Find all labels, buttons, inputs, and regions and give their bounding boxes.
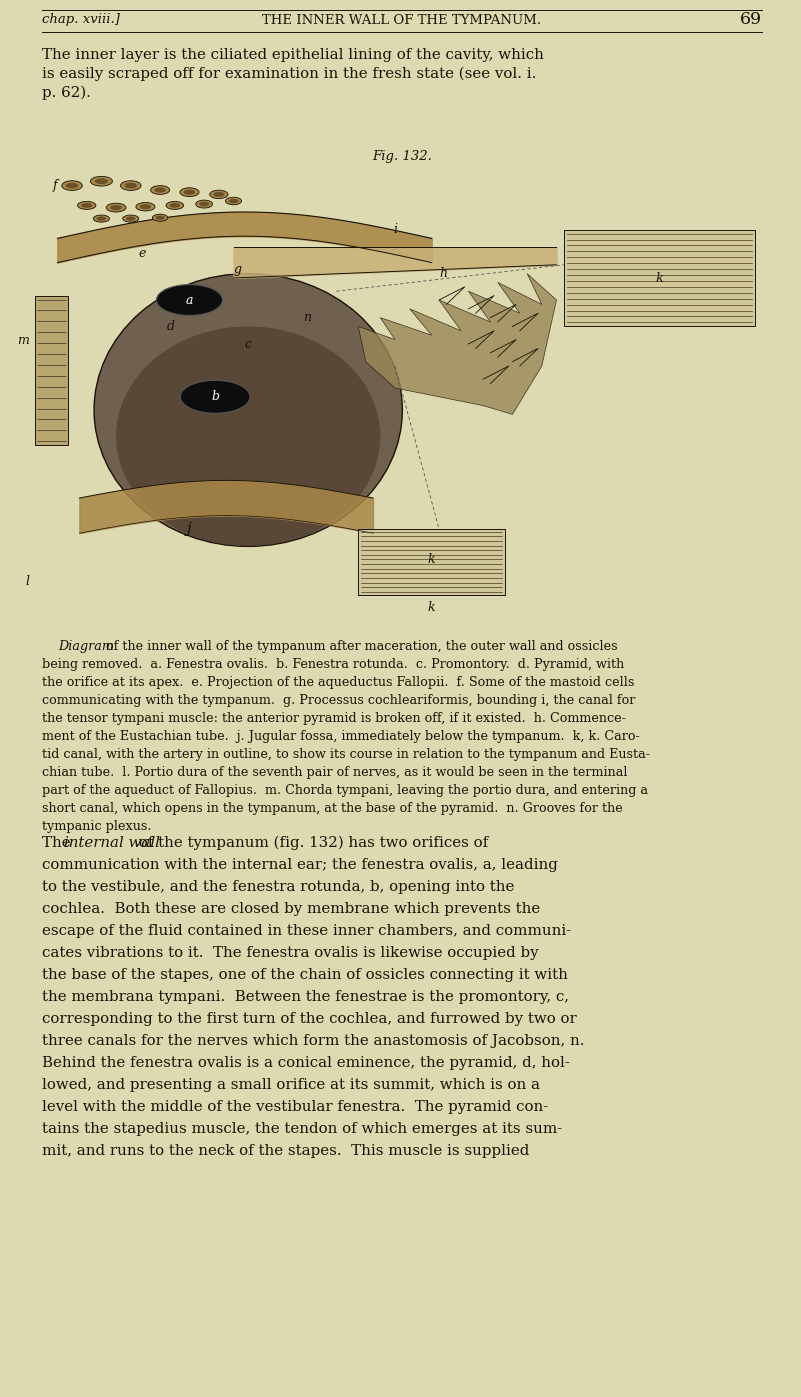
Ellipse shape	[78, 201, 96, 210]
Text: of the tympanum (fig. 132) has two orifices of: of the tympanum (fig. 132) has two orifi…	[134, 835, 489, 851]
Text: k: k	[428, 553, 436, 566]
Text: c: c	[244, 338, 252, 351]
Text: d: d	[167, 320, 175, 332]
Ellipse shape	[94, 274, 402, 546]
Text: chap. xviii.]: chap. xviii.]	[42, 14, 120, 27]
Text: mit, and runs to the neck of the stapes.  This muscle is supplied: mit, and runs to the neck of the stapes.…	[42, 1144, 529, 1158]
Ellipse shape	[97, 217, 107, 221]
Ellipse shape	[107, 203, 126, 212]
Text: n: n	[303, 312, 311, 324]
Text: corresponding to the first turn of the cochlea, and furrowed by two or: corresponding to the first turn of the c…	[42, 1011, 577, 1025]
Ellipse shape	[110, 205, 122, 210]
Polygon shape	[358, 274, 557, 415]
Ellipse shape	[183, 190, 195, 194]
Ellipse shape	[155, 187, 166, 193]
Text: chian tube.  l. Portio dura of the seventh pair of nerves, as it would be seen i: chian tube. l. Portio dura of the sevent…	[42, 766, 627, 780]
Ellipse shape	[136, 203, 155, 211]
Text: is easily scraped off for examination in the fresh state (see vol. i.: is easily scraped off for examination in…	[42, 67, 537, 81]
Text: three canals for the nerves which form the anastomosis of Jacobson, n.: three canals for the nerves which form t…	[42, 1034, 585, 1048]
Text: j: j	[187, 522, 192, 536]
Text: tid canal, with the artery in outline, to show its course in relation to the tym: tid canal, with the artery in outline, t…	[42, 747, 650, 761]
Ellipse shape	[94, 215, 110, 222]
Text: THE INNER WALL OF THE TYMPANUM.: THE INNER WALL OF THE TYMPANUM.	[263, 14, 541, 27]
Text: The: The	[42, 835, 75, 849]
Text: Behind the fenestra ovalis is a conical eminence, the pyramid, d, hol-: Behind the fenestra ovalis is a conical …	[42, 1056, 570, 1070]
Text: internal wall: internal wall	[64, 835, 160, 849]
Text: the orifice at its apex.  e. Projection of the aqueductus Fallopii.  f. Some of : the orifice at its apex. e. Projection o…	[42, 676, 634, 689]
Text: part of the aqueduct of Fallopius.  m. Chorda tympani, leaving the portio dura, : part of the aqueduct of Fallopius. m. Ch…	[42, 784, 648, 798]
Text: escape of the fluid contained in these inner chambers, and communi-: escape of the fluid contained in these i…	[42, 923, 571, 937]
Text: g: g	[233, 263, 241, 275]
Text: level with the middle of the vestibular fenestra.  The pyramid con-: level with the middle of the vestibular …	[42, 1099, 548, 1113]
Ellipse shape	[116, 327, 380, 546]
Text: communication with the internal ear; the fenestra ovalis, a, leading: communication with the internal ear; the…	[42, 858, 557, 872]
Text: k: k	[428, 601, 436, 613]
Text: l: l	[26, 576, 30, 588]
Text: Fig. 132.: Fig. 132.	[372, 149, 432, 163]
Ellipse shape	[151, 186, 170, 194]
Ellipse shape	[213, 191, 224, 197]
Ellipse shape	[139, 204, 151, 210]
Ellipse shape	[123, 215, 139, 222]
Ellipse shape	[120, 180, 141, 190]
Text: short canal, which opens in the tympanum, at the base of the pyramid.  n. Groove: short canal, which opens in the tympanum…	[42, 802, 622, 814]
Text: k: k	[655, 271, 663, 285]
Ellipse shape	[125, 183, 137, 189]
Ellipse shape	[126, 217, 135, 221]
Text: tympanic plexus.: tympanic plexus.	[42, 820, 151, 833]
Ellipse shape	[91, 176, 112, 186]
Ellipse shape	[155, 215, 165, 219]
FancyBboxPatch shape	[358, 529, 505, 595]
Ellipse shape	[170, 203, 180, 208]
Text: Diagram: Diagram	[58, 640, 114, 652]
Text: m: m	[18, 334, 30, 346]
Ellipse shape	[180, 187, 199, 197]
FancyBboxPatch shape	[564, 229, 755, 327]
Ellipse shape	[152, 214, 168, 221]
Ellipse shape	[199, 201, 209, 207]
Ellipse shape	[95, 179, 108, 184]
Text: cates vibrations to it.  The fenestra ovalis is likewise occupied by: cates vibrations to it. The fenestra ova…	[42, 946, 538, 960]
Ellipse shape	[195, 200, 212, 208]
Text: i: i	[393, 224, 397, 236]
Text: 69: 69	[740, 11, 762, 28]
Text: the membrana tympani.  Between the fenestrae is the promontory, c,: the membrana tympani. Between the fenest…	[42, 990, 569, 1004]
Text: communicating with the tympanum.  g. Processus cochleariformis, bounding i, the : communicating with the tympanum. g. Proc…	[42, 694, 635, 707]
Text: of the inner wall of the tympanum after maceration, the outer wall and ossicles: of the inner wall of the tympanum after …	[102, 640, 618, 652]
Ellipse shape	[156, 285, 223, 316]
FancyBboxPatch shape	[35, 296, 68, 446]
Text: b: b	[211, 390, 219, 404]
Text: the tensor tympani muscle: the anterior pyramid is broken off, if it existed.  h: the tensor tympani muscle: the anterior …	[42, 712, 626, 725]
Text: h: h	[439, 267, 447, 281]
Text: ment of the Eustachian tube.  j. Jugular fossa, immediately below the tympanum. : ment of the Eustachian tube. j. Jugular …	[42, 731, 640, 743]
Text: cochlea.  Both these are closed by membrane which prevents the: cochlea. Both these are closed by membra…	[42, 902, 540, 916]
Text: a: a	[186, 293, 193, 306]
Text: f: f	[53, 179, 58, 193]
Ellipse shape	[62, 180, 83, 190]
Text: to the vestibule, and the fenestra rotunda, b, opening into the: to the vestibule, and the fenestra rotun…	[42, 880, 514, 894]
Ellipse shape	[66, 183, 78, 189]
Ellipse shape	[210, 190, 228, 198]
Ellipse shape	[166, 201, 183, 210]
Ellipse shape	[81, 203, 92, 208]
Text: being removed.  a. Fenestra ovalis.  b. Fenestra rotunda.  c. Promontory.  d. Py: being removed. a. Fenestra ovalis. b. Fe…	[42, 658, 624, 671]
Ellipse shape	[225, 197, 242, 205]
Ellipse shape	[228, 198, 239, 203]
Ellipse shape	[180, 380, 250, 414]
Text: tains the stapedius muscle, the tendon of which emerges at its sum-: tains the stapedius muscle, the tendon o…	[42, 1122, 562, 1136]
Text: e: e	[138, 247, 146, 260]
Text: the base of the stapes, one of the chain of ossicles connecting it with: the base of the stapes, one of the chain…	[42, 968, 568, 982]
Text: p. 62).: p. 62).	[42, 87, 91, 101]
Text: lowed, and presenting a small orifice at its summit, which is on a: lowed, and presenting a small orifice at…	[42, 1078, 540, 1092]
Text: The inner layer is the ciliated epithelial lining of the cavity, which: The inner layer is the ciliated epitheli…	[42, 47, 544, 61]
